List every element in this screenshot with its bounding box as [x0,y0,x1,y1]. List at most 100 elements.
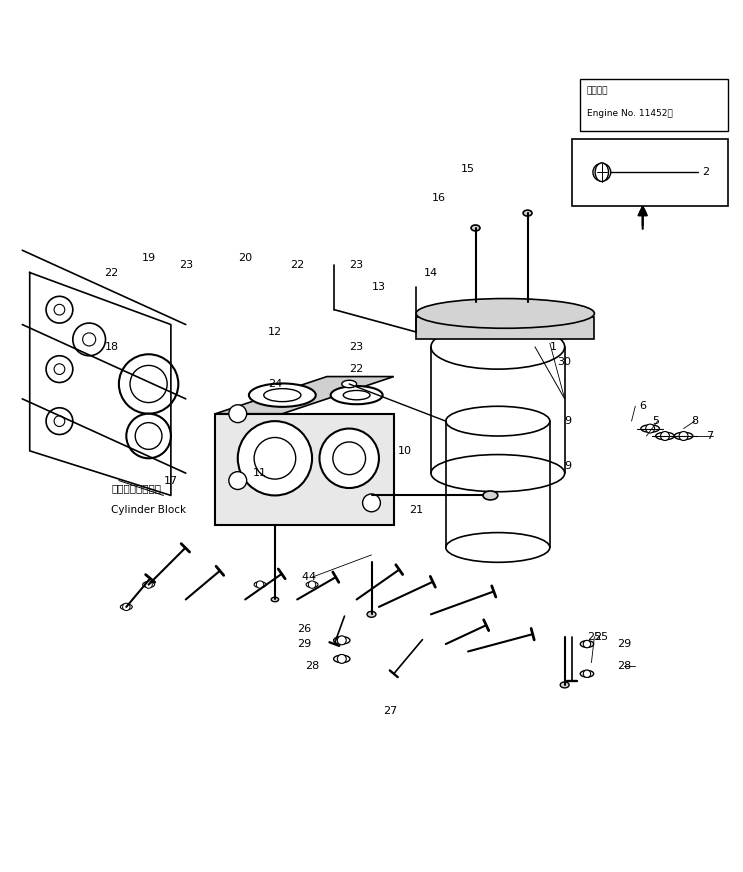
Circle shape [229,472,247,489]
Ellipse shape [331,386,383,405]
Ellipse shape [560,682,569,688]
Text: 25: 25 [587,631,602,642]
Bar [215,413,394,525]
Ellipse shape [271,597,279,602]
Text: 22: 22 [104,268,119,277]
Text: 24: 24 [267,379,282,389]
Circle shape [82,333,96,346]
Text: 28: 28 [305,661,319,671]
Text: 14: 14 [424,268,438,277]
Circle shape [583,640,591,648]
Text: 2: 2 [702,167,710,177]
Circle shape [661,432,669,440]
Ellipse shape [367,611,376,617]
Circle shape [593,163,611,181]
Text: 27: 27 [383,706,398,716]
Circle shape [54,364,65,374]
Circle shape [54,416,65,426]
Ellipse shape [446,406,550,436]
Circle shape [238,421,312,495]
Circle shape [119,354,178,413]
Circle shape [337,636,346,644]
Ellipse shape [254,582,266,588]
Text: 4: 4 [301,572,308,582]
Circle shape [333,442,366,474]
Text: 15: 15 [461,164,475,174]
Ellipse shape [640,425,660,433]
Text: 19: 19 [141,253,156,262]
Text: 23: 23 [349,342,364,351]
Text: 16: 16 [432,194,445,203]
Circle shape [363,494,380,512]
Circle shape [308,581,316,589]
Text: 28: 28 [617,661,632,671]
Ellipse shape [655,433,675,439]
Circle shape [46,408,73,434]
Circle shape [256,581,264,589]
Text: 29: 29 [297,639,312,649]
Ellipse shape [416,298,594,328]
Ellipse shape [264,389,301,402]
Text: 7: 7 [706,431,713,441]
Ellipse shape [334,637,350,644]
Bar [580,79,728,132]
Circle shape [123,603,130,610]
Text: 18: 18 [104,342,119,351]
Text: 22: 22 [290,260,305,270]
Text: 30: 30 [557,357,571,367]
Text: 29: 29 [617,639,632,649]
Circle shape [126,413,171,459]
Ellipse shape [334,655,350,663]
Circle shape [337,655,346,664]
Circle shape [46,296,73,323]
Text: 適用号機: 適用号機 [587,87,609,96]
Text: 8: 8 [691,416,698,426]
Polygon shape [215,377,394,413]
Circle shape [583,670,591,678]
Text: 5: 5 [652,416,659,426]
Ellipse shape [446,533,550,562]
Circle shape [135,423,162,449]
Text: 12: 12 [267,327,282,337]
Text: シリンダブロック: シリンダブロック [111,483,161,493]
Ellipse shape [483,491,498,500]
Ellipse shape [431,324,565,369]
Text: Cylinder Block: Cylinder Block [111,505,186,515]
Ellipse shape [471,225,480,231]
Ellipse shape [143,582,155,588]
Text: 13: 13 [372,283,386,292]
Text: 11: 11 [253,468,267,478]
Circle shape [73,323,106,356]
Text: 25: 25 [594,631,609,642]
Circle shape [54,304,65,315]
Circle shape [46,356,73,383]
Circle shape [254,438,296,479]
Ellipse shape [343,391,370,400]
Text: 23: 23 [178,260,193,270]
Text: 9: 9 [565,416,572,426]
Ellipse shape [431,454,565,492]
Bar [416,317,594,339]
Circle shape [646,424,655,433]
Text: Engine No. 11452～: Engine No. 11452～ [587,109,672,118]
Ellipse shape [120,604,132,610]
Text: 4: 4 [308,572,316,582]
Text: 20: 20 [238,253,253,262]
Circle shape [130,365,167,403]
Ellipse shape [675,433,693,439]
Text: 23: 23 [349,260,364,270]
Circle shape [679,432,688,440]
Circle shape [229,405,247,423]
Ellipse shape [306,582,318,588]
Text: 22: 22 [349,364,364,374]
Ellipse shape [580,671,594,677]
Text: 26: 26 [297,624,312,634]
Ellipse shape [249,384,316,407]
Text: 21: 21 [409,505,424,515]
Text: 1: 1 [550,342,557,351]
Text: 10: 10 [398,446,412,456]
Ellipse shape [580,641,594,647]
Text: 9: 9 [565,460,572,471]
Ellipse shape [595,163,609,181]
Circle shape [145,581,152,589]
